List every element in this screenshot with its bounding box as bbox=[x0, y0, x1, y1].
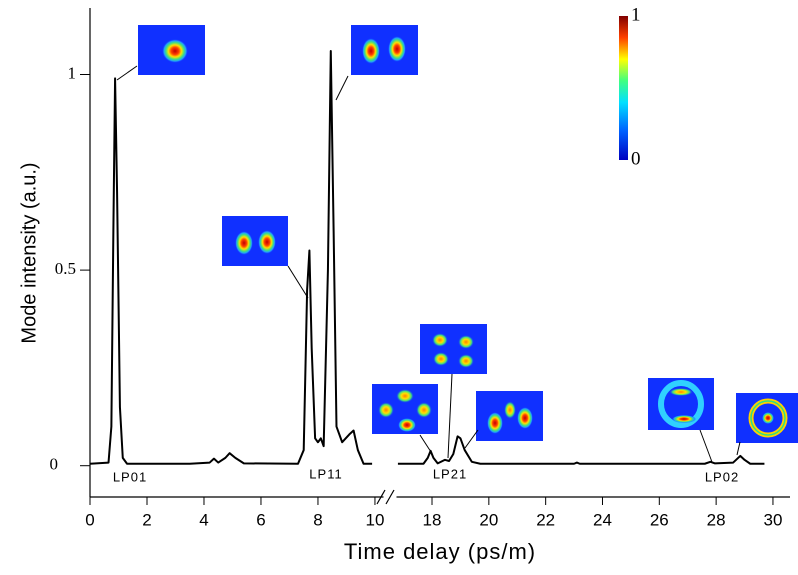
x-axis-label: Time delay (ps/m) bbox=[344, 539, 536, 564]
x-tick-label: 24 bbox=[593, 510, 612, 529]
y-tick-label: 1 bbox=[68, 63, 77, 82]
x-tick-label: 20 bbox=[479, 510, 498, 529]
x-tick-label: 22 bbox=[536, 510, 555, 529]
x-tick-label: 10 bbox=[365, 510, 384, 529]
mode-image bbox=[372, 384, 438, 453]
mode-image bbox=[648, 378, 714, 463]
colorbar-label: 0 bbox=[631, 148, 641, 169]
mode-image bbox=[116, 25, 205, 81]
colorbar-label: 1 bbox=[631, 4, 641, 25]
mode-image bbox=[464, 391, 543, 449]
mode-image bbox=[335, 25, 418, 101]
x-tick-label: 4 bbox=[199, 510, 208, 529]
x-tick-label: 26 bbox=[650, 510, 669, 529]
x-tick-label: 30 bbox=[763, 510, 782, 529]
mode-image bbox=[736, 393, 798, 456]
x-tick-label: 28 bbox=[707, 510, 726, 529]
line bbox=[397, 435, 765, 465]
x-tick-label: 0 bbox=[85, 510, 94, 529]
x-tick-label: 2 bbox=[142, 510, 151, 529]
mode-images bbox=[116, 25, 798, 463]
mode-image bbox=[420, 324, 487, 459]
mode-image bbox=[222, 216, 309, 299]
x-tick-label: 8 bbox=[313, 510, 322, 529]
x-tick-label: 18 bbox=[423, 510, 442, 529]
mode-label: LP11 bbox=[309, 466, 342, 481]
mode-label: LP01 bbox=[113, 469, 147, 484]
mode-label: LP21 bbox=[433, 466, 467, 481]
y-tick-label: 0 bbox=[50, 455, 59, 474]
line bbox=[89, 50, 373, 465]
y-tick-label: 0.5 bbox=[55, 259, 76, 278]
x-tick-label: 6 bbox=[256, 510, 265, 529]
mode-label: LP02 bbox=[705, 469, 739, 484]
y-axis-label: Mode intensity (a.u.) bbox=[18, 162, 40, 343]
colorbar bbox=[619, 16, 628, 160]
